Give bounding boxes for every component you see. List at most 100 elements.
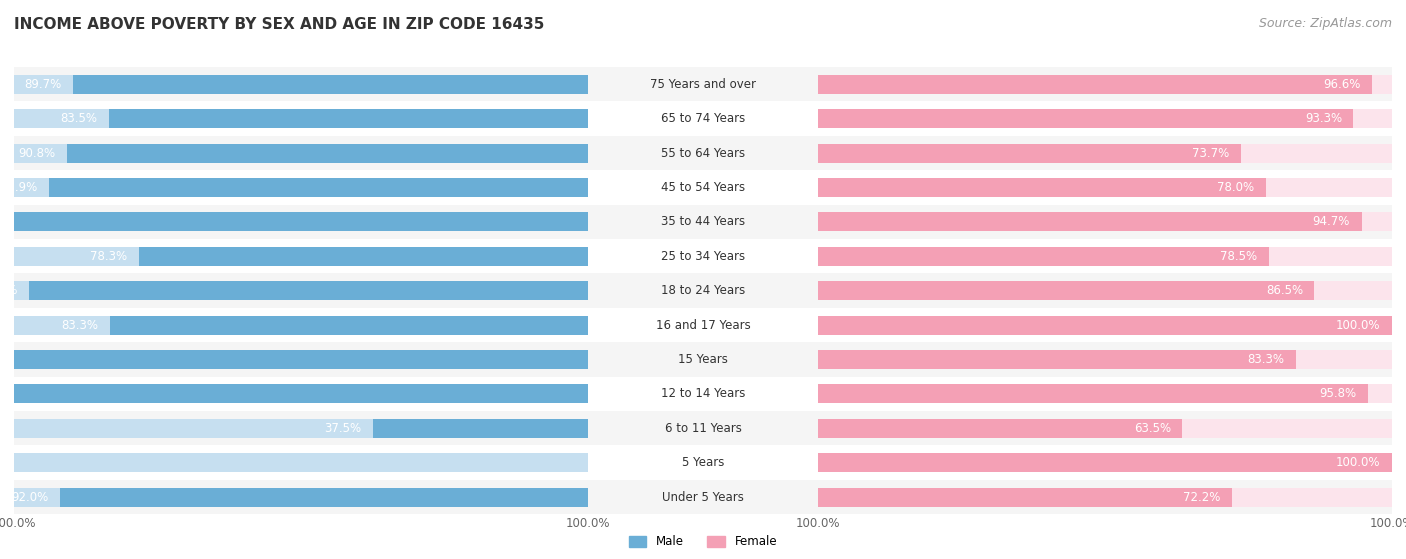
- Text: 100.0%: 100.0%: [0, 215, 3, 229]
- Text: 15 Years: 15 Years: [678, 353, 728, 366]
- Bar: [818, 273, 1392, 308]
- Bar: [139, 247, 588, 266]
- Text: 78.0%: 78.0%: [1218, 181, 1254, 194]
- Bar: [14, 453, 588, 472]
- Text: 83.5%: 83.5%: [60, 112, 97, 125]
- Text: 78.3%: 78.3%: [90, 250, 127, 263]
- Bar: [818, 308, 1392, 342]
- Text: 92.0%: 92.0%: [11, 491, 48, 504]
- Bar: [14, 350, 588, 369]
- Text: 89.7%: 89.7%: [24, 78, 62, 91]
- Bar: [818, 411, 1392, 446]
- Text: 0.0%: 0.0%: [599, 456, 630, 469]
- Bar: [588, 342, 818, 377]
- Bar: [110, 316, 588, 334]
- Bar: [14, 178, 588, 197]
- Bar: [588, 136, 818, 170]
- Bar: [14, 170, 588, 205]
- Text: 86.5%: 86.5%: [1265, 284, 1303, 297]
- Bar: [30, 281, 588, 300]
- Text: 73.7%: 73.7%: [1192, 146, 1229, 159]
- Bar: [818, 136, 1392, 170]
- Bar: [588, 411, 818, 446]
- Text: 16 and 17 Years: 16 and 17 Years: [655, 319, 751, 331]
- Bar: [67, 144, 588, 163]
- Bar: [14, 239, 588, 273]
- Bar: [818, 453, 1392, 472]
- Bar: [14, 281, 588, 300]
- Bar: [588, 102, 818, 136]
- Text: 83.3%: 83.3%: [62, 319, 98, 331]
- Text: 96.6%: 96.6%: [1323, 78, 1361, 91]
- Bar: [818, 316, 1392, 334]
- Text: 83.3%: 83.3%: [1247, 353, 1285, 366]
- Bar: [14, 136, 588, 170]
- Text: 93.9%: 93.9%: [0, 181, 38, 194]
- Bar: [14, 144, 588, 163]
- Text: 12 to 14 Years: 12 to 14 Years: [661, 387, 745, 400]
- Bar: [588, 308, 818, 342]
- Bar: [49, 178, 588, 197]
- Bar: [818, 316, 1392, 334]
- Bar: [588, 170, 818, 205]
- Text: 100.0%: 100.0%: [0, 387, 3, 400]
- Bar: [14, 419, 588, 438]
- Bar: [588, 273, 818, 308]
- Bar: [588, 239, 818, 273]
- Bar: [818, 342, 1392, 377]
- Text: 63.5%: 63.5%: [1133, 422, 1171, 435]
- Text: 97.4%: 97.4%: [0, 284, 17, 297]
- Bar: [818, 109, 1354, 128]
- Bar: [818, 350, 1296, 369]
- Bar: [14, 273, 588, 308]
- Bar: [14, 205, 588, 239]
- Bar: [60, 487, 588, 506]
- Text: Under 5 Years: Under 5 Years: [662, 491, 744, 504]
- Text: 45 to 54 Years: 45 to 54 Years: [661, 181, 745, 194]
- Bar: [818, 446, 1392, 480]
- Bar: [818, 109, 1392, 128]
- Bar: [14, 102, 588, 136]
- Bar: [818, 419, 1182, 438]
- Bar: [818, 480, 1392, 514]
- Bar: [818, 170, 1392, 205]
- Bar: [588, 377, 818, 411]
- Bar: [588, 205, 818, 239]
- Bar: [818, 487, 1232, 506]
- Bar: [818, 212, 1392, 231]
- Bar: [818, 281, 1315, 300]
- Bar: [818, 247, 1392, 266]
- Bar: [818, 178, 1392, 197]
- Legend: Male, Female: Male, Female: [624, 530, 782, 553]
- Text: 94.7%: 94.7%: [1313, 215, 1350, 229]
- Bar: [818, 75, 1392, 94]
- Text: 55 to 64 Years: 55 to 64 Years: [661, 146, 745, 159]
- Text: INCOME ABOVE POVERTY BY SEX AND AGE IN ZIP CODE 16435: INCOME ABOVE POVERTY BY SEX AND AGE IN Z…: [14, 17, 544, 32]
- Bar: [818, 377, 1392, 411]
- Bar: [14, 67, 588, 102]
- Text: 90.8%: 90.8%: [18, 146, 55, 159]
- Bar: [14, 385, 588, 404]
- Bar: [818, 178, 1265, 197]
- Bar: [818, 247, 1268, 266]
- Text: 5 Years: 5 Years: [682, 456, 724, 469]
- Text: 78.5%: 78.5%: [1220, 250, 1257, 263]
- Text: 37.5%: 37.5%: [325, 422, 361, 435]
- Bar: [818, 385, 1392, 404]
- Bar: [818, 239, 1392, 273]
- Bar: [818, 205, 1392, 239]
- Text: 100.0%: 100.0%: [1336, 456, 1381, 469]
- Text: 100.0%: 100.0%: [0, 353, 3, 366]
- Text: Source: ZipAtlas.com: Source: ZipAtlas.com: [1258, 17, 1392, 30]
- Bar: [818, 350, 1392, 369]
- Bar: [14, 350, 588, 369]
- Bar: [108, 109, 588, 128]
- Text: 6 to 11 Years: 6 to 11 Years: [665, 422, 741, 435]
- Bar: [14, 212, 588, 231]
- Bar: [14, 487, 588, 506]
- Text: 93.3%: 93.3%: [1305, 112, 1341, 125]
- Bar: [818, 281, 1392, 300]
- Bar: [14, 75, 588, 94]
- Bar: [14, 212, 588, 231]
- Bar: [818, 453, 1392, 472]
